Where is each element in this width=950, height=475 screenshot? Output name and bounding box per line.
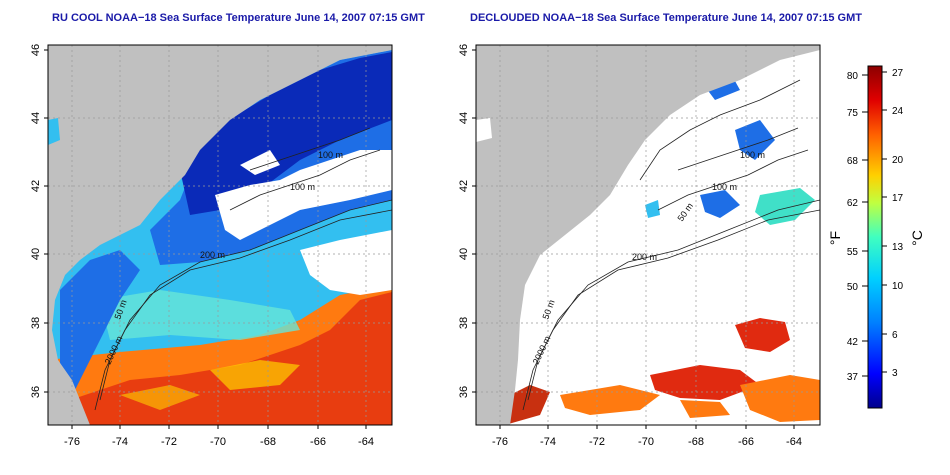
left-x-tick-label: -64 [358,436,374,448]
right-x-tick-label: -72 [589,436,605,448]
left-y-tick-label: 46 [30,44,42,56]
right-map: 100 m 100 m 50 m 200 m 50 m 2000 m -76 -… [458,44,821,448]
left-contour-label: 200 m [200,250,225,260]
colorbar-c-tick: 6 [892,330,898,341]
colorbar-c-tick: 24 [892,106,904,117]
right-y-tick-label: 36 [458,386,470,398]
colorbar-f-tick: 80 [847,71,859,82]
right-contour-label: 100 m [740,150,765,160]
right-x-tick-label: -64 [786,436,802,448]
right-y-tick-labels: 46 44 42 40 38 36 [458,44,470,398]
colorbar-celsius-unit: °C [909,230,925,246]
right-contours [522,79,821,411]
colorbar-f-tick: 42 [847,337,859,348]
right-y-tick-label: 46 [458,44,470,56]
colorbar-c-tick: 3 [892,368,898,379]
right-contour-label: 200 m [632,252,657,262]
right-map-frame [475,44,821,426]
left-cloud [240,150,280,175]
left-y-tick-label: 42 [30,180,42,192]
colorbar-f-tick: 68 [847,156,859,167]
right-cold-patch [700,190,740,218]
left-map-title: RU COOL NOAA−18 Sea Surface Temperature … [52,12,425,24]
left-land [48,45,392,425]
colorbar-celsius-labels: 27 24 20 17 13 10 6 3 [892,68,904,379]
colorbar-fahrenheit-labels: 80 75 68 62 55 50 42 37 [847,71,859,383]
left-x-tick-label: -68 [260,436,276,448]
colorbar-f-tick: 62 [847,198,859,209]
left-y-tick-labels: 46 44 42 40 38 36 [30,44,42,398]
left-warm-patch [210,360,300,390]
left-contours [94,127,393,411]
right-cool-patch [645,200,660,218]
left-x-tick-label: -76 [64,436,80,448]
left-x-tick-label: -72 [161,436,177,448]
right-map-title: DECLOUDED NOAA−18 Sea Surface Temperatur… [470,12,862,24]
right-land [476,45,820,425]
colorbar-f-tick: 37 [847,372,859,383]
left-contour-label: 100 m [318,150,343,160]
colorbar-c-tick: 13 [892,242,904,253]
left-cloud [215,150,392,240]
right-contour-label: 100 m [712,182,737,192]
left-x-tick-label: -70 [210,436,226,448]
colorbar-c-tick: 20 [892,155,904,166]
right-x-tick-label: -68 [688,436,704,448]
right-y-tick-label: 44 [458,112,470,124]
left-y-tick-label: 36 [30,386,42,398]
left-x-tick-label: -66 [310,436,326,448]
left-deep-cold-region [180,52,392,215]
right-y-tick-label: 38 [458,317,470,329]
left-graticule [48,45,392,425]
right-axis-ticks [472,49,795,429]
right-cold-patch [735,120,775,160]
left-y-tick-label: 40 [30,248,42,260]
left-map-image [48,45,392,425]
right-inland-water [476,118,492,142]
left-coastal-cold [60,250,140,400]
colorbar-c-tick: 27 [892,68,904,79]
right-hot-patch [650,365,760,400]
left-map-frame [47,44,393,426]
left-inland-water [48,118,60,145]
left-contour-label: 100 m [290,182,315,192]
right-y-tick-label: 40 [458,248,470,260]
right-hot-patch [735,318,790,352]
left-mild-band [100,290,300,340]
right-graticule [476,45,820,425]
colorbar-fahrenheit-unit: °F [827,231,843,245]
left-axis-ticks [44,49,367,429]
left-y-tick-label: 38 [30,317,42,329]
colorbar-c-tick: 17 [892,193,904,204]
right-warm-patch [560,385,660,415]
right-x-tick-label: -74 [540,436,556,448]
right-cool-patch [755,188,815,225]
colorbar-f-tick: 75 [847,108,859,119]
colorbar: 80 75 68 62 55 50 42 37 27 24 20 17 13 1… [827,65,925,409]
right-y-tick-label: 42 [458,180,470,192]
left-cloud [300,230,392,295]
colorbar-f-tick: 50 [847,282,859,293]
left-x-tick-labels: -76 -74 -72 -70 -68 -66 -64 [64,436,374,448]
left-map: 100 m 100 m 200 m 50 m 2000 m -76 -74 -7… [30,44,393,448]
right-warm-patch [740,375,820,422]
left-y-tick-label: 44 [30,112,42,124]
colorbar-f-tick: 55 [847,247,859,258]
right-x-tick-labels: -76 -74 -72 -70 -68 -66 -64 [492,436,802,448]
colorbar-ticks [862,71,887,377]
left-x-tick-label: -74 [112,436,128,448]
colorbar-gradient [867,65,883,409]
right-map-image [476,45,820,425]
right-x-tick-label: -76 [492,436,508,448]
right-x-tick-label: -70 [638,436,654,448]
left-warm-patch [120,385,200,410]
colorbar-c-tick: 10 [892,281,904,292]
right-x-tick-label: -66 [738,436,754,448]
right-warm-patch [680,400,730,418]
